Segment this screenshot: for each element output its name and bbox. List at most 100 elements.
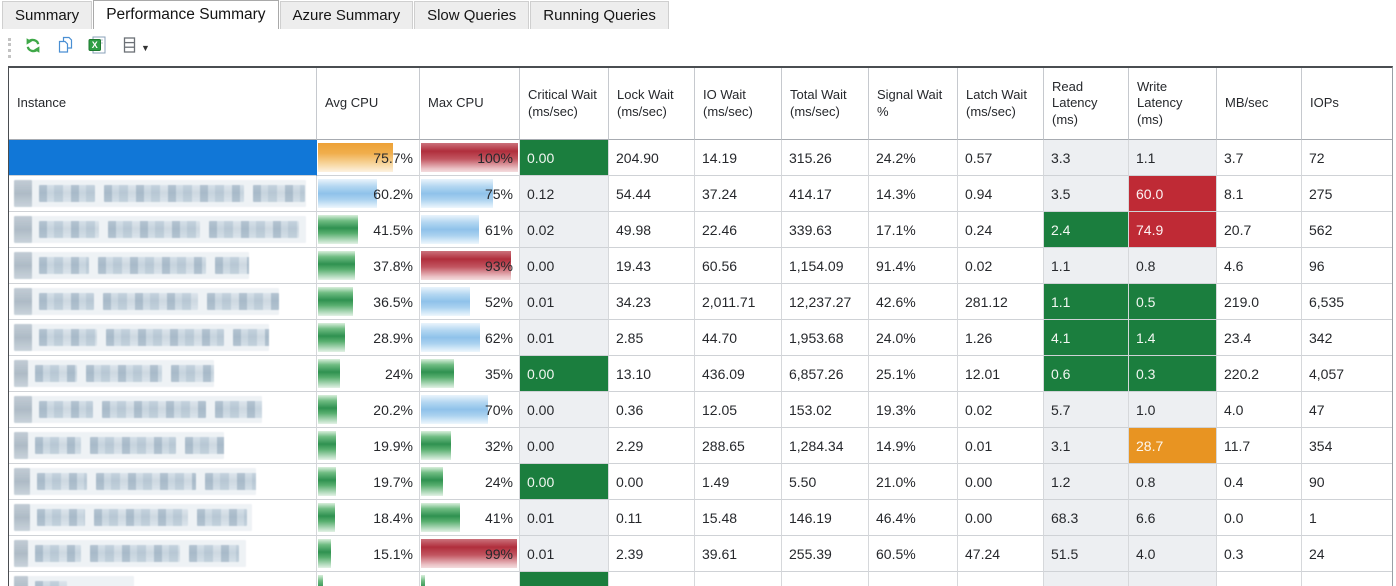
column-header-instance[interactable]: Instance — [9, 68, 317, 140]
toolbar: X ▼ — [0, 29, 1396, 66]
cell-value: 14.3% — [876, 185, 916, 202]
cpu-bar — [318, 575, 324, 586]
refresh-button[interactable] — [20, 35, 46, 61]
grid-row[interactable]: 28.9% 62% 0.01 2.85 44.70 1,953.68 24.0% 1.26 4.… — [9, 320, 1392, 356]
grid-row[interactable]: 24% 35% 0.00 13.10 436.09 6,857.26 25.1% 12.01 0… — [9, 356, 1392, 392]
column-header-total_wait[interactable]: Total Wait (ms/sec) — [782, 68, 869, 140]
iops-cell: 1 — [1302, 500, 1392, 536]
cpu-bar — [421, 179, 494, 208]
column-header-max_cpu[interactable]: Max CPU — [420, 68, 520, 140]
redact-block — [94, 509, 188, 526]
cell-value: 342 — [1309, 329, 1333, 346]
grid-row[interactable]: 20.2% 70% 0.00 0.36 12.05 153.02 19.3% 0.02 5.7 1… — [9, 392, 1392, 428]
mb-sec-cell: 0.4 — [1217, 464, 1302, 500]
cell-value: 0.94 — [965, 185, 993, 202]
max-cpu-cell: 41% — [420, 500, 520, 536]
cpu-bar-label: 41% — [484, 509, 513, 526]
column-chooser-button[interactable]: ▼ — [116, 35, 156, 61]
cell-value: 339.63 — [789, 221, 832, 238]
column-header-iops[interactable]: IOPs — [1302, 68, 1392, 140]
tab-performance-summary[interactable]: Performance Summary — [93, 0, 279, 29]
column-header-read_latency[interactable]: Read Latency (ms) — [1044, 68, 1129, 140]
cell-value: 1,284.34 — [789, 437, 844, 454]
column-header-critical_wait[interactable]: Critical Wait (ms/sec) — [520, 68, 609, 140]
cell-value: 24.2% — [876, 149, 916, 166]
column-header-mb_sec[interactable]: MB/sec — [1217, 68, 1302, 140]
cell-value: 5.7 — [1051, 401, 1071, 418]
redact-block — [90, 545, 180, 562]
toolbar-grip[interactable] — [8, 37, 12, 58]
grid-row[interactable]: 41.5% 61% 0.02 49.98 22.46 339.63 17.1% 0.24 2.4… — [9, 212, 1392, 248]
cpu-bar — [318, 323, 346, 352]
cpu-bar-label: 70% — [484, 401, 513, 418]
iops-cell: 24 — [1302, 536, 1392, 572]
cell-value: 5.50 — [789, 473, 817, 490]
redact-block — [205, 473, 256, 490]
cell-value: 1.1 — [1136, 149, 1156, 166]
column-header-lock_wait[interactable]: Lock Wait (ms/sec) — [609, 68, 695, 140]
cell-value: 24 — [1309, 545, 1325, 562]
latch-wait-cell: 0.94 — [958, 176, 1044, 212]
tab-running-queries[interactable]: Running Queries — [530, 1, 669, 29]
redacted-instance-name — [14, 360, 214, 387]
total-wait-cell: 5.50 — [782, 464, 869, 500]
column-header-io_wait[interactable]: IO Wait (ms/sec) — [695, 68, 782, 140]
cell-value: 23.4 — [1224, 329, 1252, 346]
cell-value: 2.4 — [1051, 221, 1071, 238]
cell-value: 3.3 — [1051, 149, 1071, 166]
grid-row[interactable]: 60.2% 75% 0.12 54.44 37.24 414.17 14.3% 0.94 3.5… — [9, 176, 1392, 212]
grid-row[interactable]: 36.5% 52% 0.01 34.23 2,011.71 12,237.27 42.6% 2… — [9, 284, 1392, 320]
tab-summary[interactable]: Summary — [2, 1, 93, 29]
redact-block — [14, 360, 28, 387]
total-wait-cell: 146.19 — [782, 500, 869, 536]
grid-row[interactable]: 37.8% 93% 0.00 19.43 60.56 1,154.09 91.4% 0.02 1… — [9, 248, 1392, 284]
column-header-avg_cpu[interactable]: Avg CPU — [317, 68, 420, 140]
cell-value: 4.6 — [1224, 257, 1244, 274]
mb-sec-cell: 4.0 — [1217, 392, 1302, 428]
lock-wait-cell: 34.23 — [609, 284, 695, 320]
redacted-instance-name — [14, 468, 256, 495]
cell-value: 60.56 — [702, 257, 738, 274]
cpu-bar-label: 24% — [384, 365, 413, 382]
cell-value: 1.0 — [1136, 401, 1156, 418]
read-latency-cell: 0.6 — [1044, 356, 1129, 392]
redacted-instance-name — [14, 180, 306, 207]
cell-value: 19.3% — [876, 401, 916, 418]
avg-cpu-cell: 75.7% — [317, 140, 420, 176]
total-wait-cell: 339.63 — [782, 212, 869, 248]
cell-value: 4.0 — [1224, 401, 1244, 418]
tab-slow-queries[interactable]: Slow Queries — [414, 1, 530, 29]
cell-value: 24.0% — [876, 329, 916, 346]
cell-value: 8.1 — [1224, 185, 1244, 202]
instance-cell — [9, 248, 317, 284]
read-latency-cell: 1.1 — [1044, 284, 1129, 320]
cell-value: 1.49 — [702, 473, 730, 490]
cpu-bar — [421, 287, 471, 316]
copy-icon — [57, 36, 74, 59]
avg-cpu-cell: 24% — [317, 356, 420, 392]
cell-value: 0.8 — [1136, 257, 1156, 274]
lock-wait-cell: 19.43 — [609, 248, 695, 284]
cell-value: 0.00 — [527, 437, 555, 454]
cell-value: 44.70 — [702, 329, 738, 346]
column-header-write_latency[interactable]: Write Latency (ms) — [1129, 68, 1217, 140]
chevron-down-icon: ▼ — [141, 42, 150, 53]
copy-button[interactable] — [52, 35, 78, 61]
cpu-bar-label: 28.9% — [373, 329, 413, 346]
cpu-bar — [421, 323, 481, 352]
grid-row[interactable]: 19.9% 32% 0.00 2.29 288.65 1,284.34 14.9% 0.01 3… — [9, 428, 1392, 464]
cpu-bar-label: 20.2% — [373, 401, 413, 418]
grid-row[interactable]: 19.7% 24% 0.00 0.00 1.49 5.50 21.0% 0.00 1.2 0.8 0… — [9, 464, 1392, 500]
column-header-latch_wait[interactable]: Latch Wait (ms/sec) — [958, 68, 1044, 140]
tab-azure-summary[interactable]: Azure Summary — [279, 1, 414, 29]
grid-row[interactable] — [9, 572, 1392, 586]
column-header-signal_wait[interactable]: Signal Wait % — [869, 68, 958, 140]
grid-row[interactable]: 75.7% 100% 0.00 204.90 14.19 315.26 24.2% 0.57 3… — [9, 140, 1392, 176]
grid-row[interactable]: 15.1% 99% 0.01 2.39 39.61 255.39 60.5% 47.24 51.… — [9, 536, 1392, 572]
grid-row[interactable]: 18.4% 41% 0.01 0.11 15.48 146.19 46.4% 0.00 68.3… — [9, 500, 1392, 536]
cell-value: 0.4 — [1224, 473, 1244, 490]
critical-wait-cell: 0.01 — [520, 536, 609, 572]
io-wait-cell: 22.46 — [695, 212, 782, 248]
avg-cpu-cell: 28.9% — [317, 320, 420, 356]
export-excel-button[interactable]: X — [84, 35, 110, 61]
